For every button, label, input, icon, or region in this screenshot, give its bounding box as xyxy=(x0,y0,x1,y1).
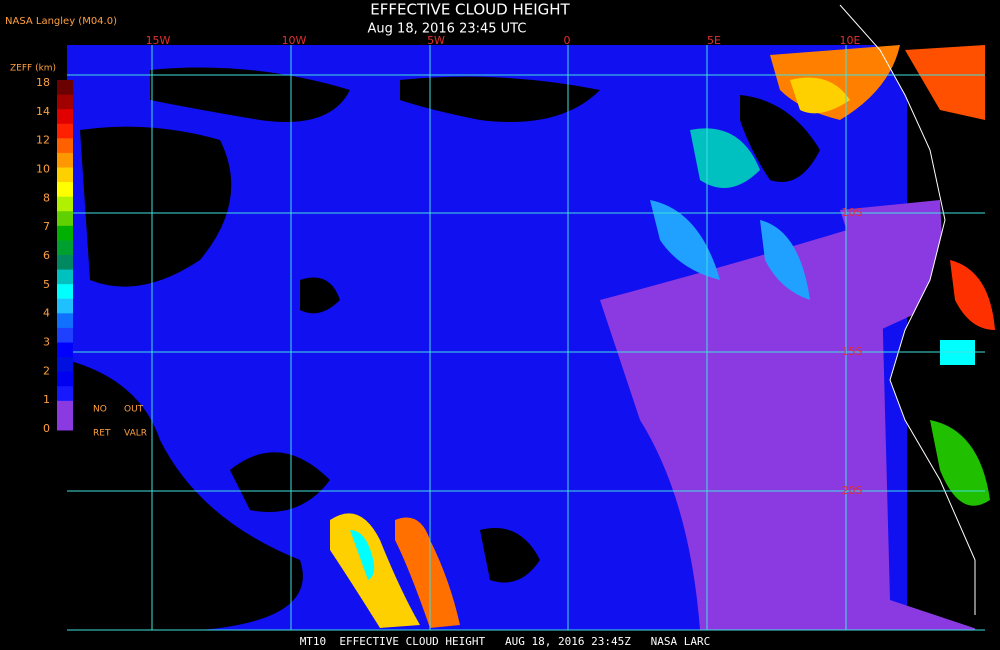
legend-label: 8 xyxy=(43,191,50,204)
legend-title: ZEFF (km) xyxy=(10,64,56,74)
legend-note: VALR xyxy=(124,429,147,439)
legend-swatch xyxy=(57,386,73,402)
legend-swatch xyxy=(57,167,73,183)
low-cloud-region xyxy=(600,220,980,630)
latitude-label: 15S xyxy=(842,345,863,358)
legend-swatch xyxy=(57,357,73,373)
legend-swatch xyxy=(57,94,73,110)
legend-label: 3 xyxy=(43,336,50,349)
subtitle: Aug 18, 2016 23:45 UTC xyxy=(368,22,527,37)
legend-label: 1 xyxy=(43,393,50,406)
clear-patches xyxy=(67,67,820,630)
legend-label: 18 xyxy=(36,76,50,89)
longitude-label: 10E xyxy=(840,34,861,47)
legend-swatch xyxy=(57,240,73,256)
latitude-label: 20S xyxy=(842,484,863,497)
legend-swatch xyxy=(57,298,73,314)
legend-swatch xyxy=(57,269,73,285)
legend-swatch xyxy=(57,225,73,241)
longitude-label: 10W xyxy=(282,34,307,47)
graticule xyxy=(67,45,985,631)
legend-note: NO xyxy=(93,405,107,415)
source: NASA Langley (M04.0) xyxy=(5,16,117,27)
legend-swatch xyxy=(57,211,73,227)
legend-label: 6 xyxy=(43,249,50,262)
legend-swatch xyxy=(57,138,73,154)
legend-swatch xyxy=(57,313,73,329)
low-cloud-region xyxy=(840,200,945,330)
legend-swatch xyxy=(57,371,73,387)
legend-label: 10 xyxy=(36,163,50,176)
longitude-label: 5W xyxy=(427,34,445,47)
legend-swatch xyxy=(57,80,73,96)
latitude-label: 10S xyxy=(842,206,863,219)
legend-label: 12 xyxy=(36,134,50,147)
legend-label: 5 xyxy=(43,278,50,291)
legend-note: RET xyxy=(93,429,111,439)
legend-swatch xyxy=(57,342,73,358)
legend-swatch xyxy=(57,284,73,300)
longitude-label: 15W xyxy=(146,34,171,47)
legend-label: 0 xyxy=(43,422,50,435)
legend-swatch xyxy=(57,123,73,139)
longitude-label: 0 xyxy=(564,34,571,47)
legend-swatch xyxy=(57,182,73,198)
legend-note: OUT xyxy=(124,405,144,415)
legend-label: 4 xyxy=(43,307,50,320)
legend-swatch xyxy=(57,415,73,431)
legend-swatch xyxy=(57,400,73,416)
legend-label: 7 xyxy=(43,220,50,233)
footer: MT10 EFFECTIVE CLOUD HEIGHT AUG 18, 2016… xyxy=(300,635,711,648)
title: EFFECTIVE CLOUD HEIGHT xyxy=(370,1,570,19)
legend-swatch xyxy=(57,255,73,271)
legend-swatch xyxy=(57,152,73,168)
legend-label: 14 xyxy=(36,105,50,118)
legend-swatch xyxy=(57,327,73,343)
coastline xyxy=(839,4,976,615)
legend-swatch xyxy=(57,109,73,125)
legend-swatch xyxy=(57,196,73,212)
longitude-label: 5E xyxy=(707,34,721,47)
legend-label: 2 xyxy=(43,364,50,377)
